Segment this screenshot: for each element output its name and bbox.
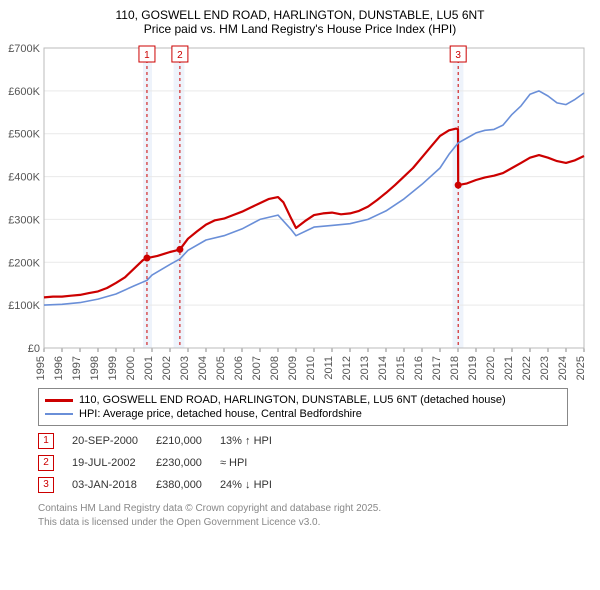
svg-text:£300K: £300K [8,214,40,226]
svg-text:2023: 2023 [539,356,551,380]
legend: 110, GOSWELL END ROAD, HARLINGTON, DUNST… [38,388,568,426]
marker-date: 03-JAN-2018 [72,474,156,496]
marker-row: 1 20-SEP-2000£210,00013% ↑ HPI [38,430,290,452]
svg-text:£400K: £400K [8,172,40,184]
legend-swatch-hpi [45,413,73,415]
svg-text:2014: 2014 [377,356,389,380]
svg-text:1999: 1999 [107,356,119,380]
marker-badge: 1 [38,433,54,449]
marker-badge: 3 [38,477,54,493]
marker-badge: 2 [38,455,54,471]
marker-row: 2 19-JUL-2002£230,000≈ HPI [38,452,290,474]
marker-delta: 13% ↑ HPI [220,430,290,452]
svg-text:£500K: £500K [8,129,40,141]
footnote-line-1: Contains HM Land Registry data © Crown c… [38,502,592,516]
marker-date: 19-JUL-2002 [72,452,156,474]
svg-text:2021: 2021 [503,356,515,380]
svg-text:£600K: £600K [8,86,40,98]
svg-text:2: 2 [177,50,183,61]
legend-label-hpi: HPI: Average price, detached house, Cent… [79,408,362,420]
svg-text:£100K: £100K [8,300,40,312]
marker-price: £380,000 [156,474,220,496]
svg-text:2020: 2020 [485,356,497,380]
svg-text:£0: £0 [28,343,40,355]
marker-price: £210,000 [156,430,220,452]
title-line-2: Price paid vs. HM Land Registry's House … [8,22,592,36]
svg-text:1997: 1997 [71,356,83,380]
svg-text:2008: 2008 [269,356,281,380]
svg-text:2025: 2025 [575,356,587,380]
svg-text:2024: 2024 [557,356,569,380]
svg-text:3: 3 [455,50,461,61]
svg-text:£200K: £200K [8,257,40,269]
marker-delta: 24% ↓ HPI [220,474,290,496]
legend-row-price: 110, GOSWELL END ROAD, HARLINGTON, DUNST… [45,393,561,407]
svg-text:2002: 2002 [161,356,173,380]
svg-text:2019: 2019 [467,356,479,380]
svg-text:2009: 2009 [287,356,299,380]
svg-text:2010: 2010 [305,356,317,380]
footnote: Contains HM Land Registry data © Crown c… [38,502,592,529]
svg-text:1995: 1995 [35,356,47,380]
svg-text:2016: 2016 [413,356,425,380]
marker-date: 20-SEP-2000 [72,430,156,452]
svg-text:2000: 2000 [125,356,137,380]
svg-text:2012: 2012 [341,356,353,380]
svg-text:1996: 1996 [53,356,65,380]
marker-row: 3 03-JAN-2018£380,00024% ↓ HPI [38,474,290,496]
chart-title: 110, GOSWELL END ROAD, HARLINGTON, DUNST… [8,8,592,36]
legend-row-hpi: HPI: Average price, detached house, Cent… [45,407,561,421]
svg-text:2013: 2013 [359,356,371,380]
svg-text:2011: 2011 [323,356,335,380]
svg-text:2001: 2001 [143,356,155,380]
svg-text:2003: 2003 [179,356,191,380]
marker-table: 1 20-SEP-2000£210,00013% ↑ HPI 2 19-JUL-200… [38,430,290,496]
svg-text:2007: 2007 [251,356,263,380]
line-chart: £0 £100K £200K £300K £400K £500K £600K £700K 199… [8,42,592,382]
chart-area: £0 £100K £200K £300K £400K £500K £600K £700K 199… [8,42,592,382]
svg-text:1998: 1998 [89,356,101,380]
svg-text:2017: 2017 [431,356,443,380]
footnote-line-2: This data is licensed under the Open Gov… [38,516,592,530]
legend-label-price: 110, GOSWELL END ROAD, HARLINGTON, DUNST… [79,394,506,406]
svg-text:2018: 2018 [449,356,461,380]
svg-text:2005: 2005 [215,356,227,380]
svg-text:2015: 2015 [395,356,407,380]
svg-text:1: 1 [144,50,150,61]
marker-price: £230,000 [156,452,220,474]
svg-text:£700K: £700K [8,43,40,55]
legend-swatch-price [45,399,73,402]
title-line-1: 110, GOSWELL END ROAD, HARLINGTON, DUNST… [8,8,592,22]
svg-text:2004: 2004 [197,356,209,380]
marker-delta: ≈ HPI [220,452,290,474]
svg-text:2022: 2022 [521,356,533,380]
svg-text:2006: 2006 [233,356,245,380]
